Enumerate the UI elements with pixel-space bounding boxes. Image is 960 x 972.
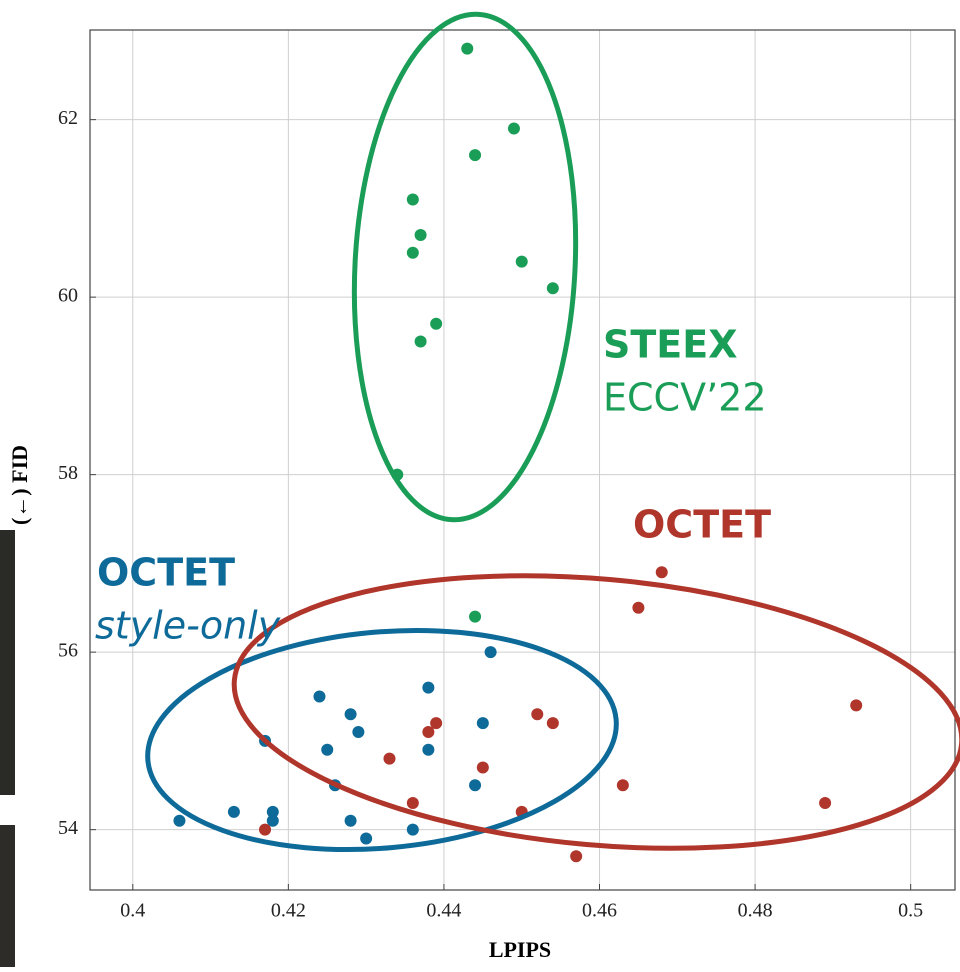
data-point [850, 699, 862, 711]
y-tick-label: 56 [58, 640, 78, 662]
data-point [547, 717, 559, 729]
data-point [360, 833, 372, 845]
y-tick-label: 60 [58, 285, 78, 307]
image-fragment [0, 825, 15, 967]
annotation: ECCV’22 [603, 376, 767, 420]
data-point [407, 824, 419, 836]
data-point [485, 646, 497, 658]
data-point [632, 602, 644, 614]
data-point [313, 691, 325, 703]
data-point [407, 797, 419, 809]
data-point [430, 318, 442, 330]
data-point [422, 744, 434, 756]
data-point [570, 850, 582, 862]
steex-ellipse [342, 9, 588, 526]
data-point [345, 815, 357, 827]
data-point [508, 123, 520, 135]
x-tick-label: 0.5 [898, 900, 923, 922]
chart: 0.4 0.42 0.44 0.46 0.48 0.5 54 56 58 60 62 STEEX E… [0, 0, 960, 967]
data-point [321, 744, 333, 756]
data-point [352, 726, 364, 738]
y-axis-label: (←) FID [7, 445, 32, 525]
data-point [531, 708, 543, 720]
data-point [407, 194, 419, 206]
octet-ellipse [223, 548, 960, 877]
data-point [477, 717, 489, 729]
data-point [415, 336, 427, 348]
y-tick-label: 58 [58, 462, 78, 484]
data-point [422, 726, 434, 738]
x-axis-label: LPIPS [489, 937, 551, 962]
data-point [547, 282, 559, 294]
data-point [819, 797, 831, 809]
data-point [422, 682, 434, 694]
annotation: style-only [95, 604, 281, 648]
x-tick-label: 0.46 [582, 900, 617, 922]
image-fragment [0, 530, 15, 795]
y-tick-label: 54 [58, 817, 78, 839]
data-point [617, 779, 629, 791]
data-point [228, 806, 240, 818]
data-point [407, 247, 419, 259]
x-tick-label: 0.44 [426, 900, 461, 922]
data-point [259, 824, 271, 836]
plot-frame [90, 30, 955, 890]
data-point [345, 708, 357, 720]
x-tick-label: 0.42 [271, 900, 306, 922]
data-point [477, 762, 489, 774]
annotation: STEEX [603, 323, 738, 367]
annotation: OCTET [97, 551, 235, 595]
annotation: OCTET [633, 503, 771, 547]
data-point [383, 753, 395, 765]
data-point [469, 779, 481, 791]
x-tick-label: 0.4 [120, 900, 145, 922]
x-tick-label: 0.48 [738, 900, 773, 922]
data-point [656, 566, 668, 578]
data-point [469, 149, 481, 161]
data-point [516, 256, 528, 268]
data-point [461, 43, 473, 55]
data-point [415, 229, 427, 241]
data-point [469, 611, 481, 623]
data-point [173, 815, 185, 827]
y-tick-label: 62 [58, 107, 78, 129]
